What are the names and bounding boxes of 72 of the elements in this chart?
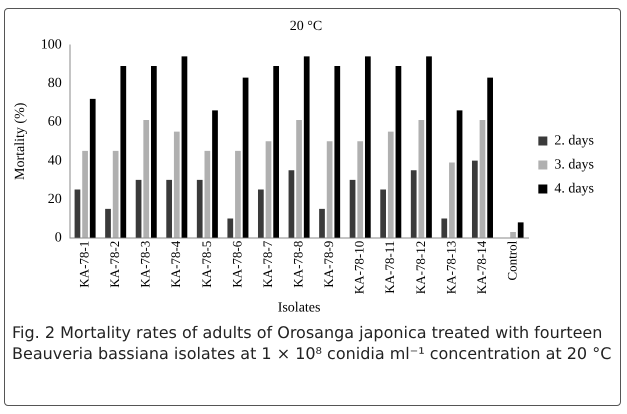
y-tick-label: 60: [48, 114, 62, 130]
bar: [388, 132, 394, 238]
bar: [151, 66, 157, 238]
x-tick-label: KA-78-12: [412, 240, 428, 294]
bar: [204, 150, 210, 238]
bar: [105, 208, 111, 238]
bar: [510, 232, 516, 238]
x-tick-label: KA-78-14: [474, 240, 489, 294]
x-tick-label: KA-78-3: [138, 240, 153, 288]
bar: [120, 66, 126, 238]
x-tick-label: KA-78-8: [290, 240, 306, 288]
bar: [182, 56, 188, 238]
bar: [441, 218, 448, 238]
x-tick-label: KA-78-13: [443, 240, 458, 294]
x-tick-label: KA-78-9: [321, 240, 336, 288]
x-tick-label: KA-78-6: [229, 240, 244, 288]
x-tick-label: KA-78-11: [382, 240, 398, 294]
bar: [296, 120, 302, 238]
chart-title: 20 °C: [290, 19, 322, 34]
bar: [518, 222, 524, 238]
bar: [90, 98, 96, 238]
bar: [410, 170, 417, 238]
bar: [266, 141, 272, 238]
bar: [235, 150, 241, 238]
bar: [449, 162, 455, 238]
bar: [242, 78, 248, 238]
bar: [196, 180, 203, 238]
x-tick-label: KA-78-1: [76, 240, 92, 288]
bar: [212, 110, 218, 238]
x-tick-label: Control: [504, 240, 520, 280]
y-tick-label: 100: [40, 37, 62, 52]
bar: [456, 110, 462, 238]
bar: [357, 141, 364, 238]
bar: [136, 180, 142, 238]
y-tick-label: 20: [48, 192, 62, 207]
bar: [166, 180, 172, 238]
bar: [82, 150, 88, 238]
legend-label: 3. days: [554, 158, 594, 173]
x-tick-label: KA-78-4: [168, 240, 184, 288]
bar: [227, 218, 234, 238]
bar: [426, 56, 432, 238]
y-tick-label: 40: [48, 153, 62, 168]
bar: [334, 66, 340, 238]
legend-label: 2. days: [554, 134, 594, 149]
x-tick-label: KA-78-10: [352, 240, 367, 294]
x-tick-label: KA-78-2: [107, 240, 122, 288]
y-tick-label: 0: [54, 230, 62, 246]
legend-label: 4. days: [554, 182, 594, 197]
bar: [364, 56, 371, 238]
x-tick-label: KA-78-5: [198, 240, 214, 288]
bar: [288, 170, 294, 238]
bar: [326, 141, 333, 238]
bar: [380, 190, 386, 238]
bar: [472, 160, 478, 238]
bar: [319, 208, 325, 238]
bar: [143, 120, 150, 238]
bar: [112, 150, 119, 238]
y-tick-label: 80: [48, 76, 62, 92]
bar: [350, 180, 356, 238]
bar: [273, 66, 280, 238]
caption: Fig. 2 Mortality rates of adults of Orosanga japonica treated with fourteen Beauveria bassiana isolates at 1 × 10⁸ conidia ml⁻¹ concentration at 20 °C: [12, 322, 612, 364]
x-tick-label: KA-78-7: [260, 240, 275, 288]
bar: [258, 190, 264, 238]
bar: [418, 120, 424, 238]
bar: [174, 132, 180, 238]
bar: [396, 66, 402, 238]
y-axis-title: Mortality (%): [13, 102, 28, 180]
x-axis-title: Isolates: [278, 300, 320, 316]
bar: [74, 190, 80, 238]
bar: [487, 78, 493, 238]
bar: [480, 120, 486, 238]
bar: [304, 56, 310, 238]
